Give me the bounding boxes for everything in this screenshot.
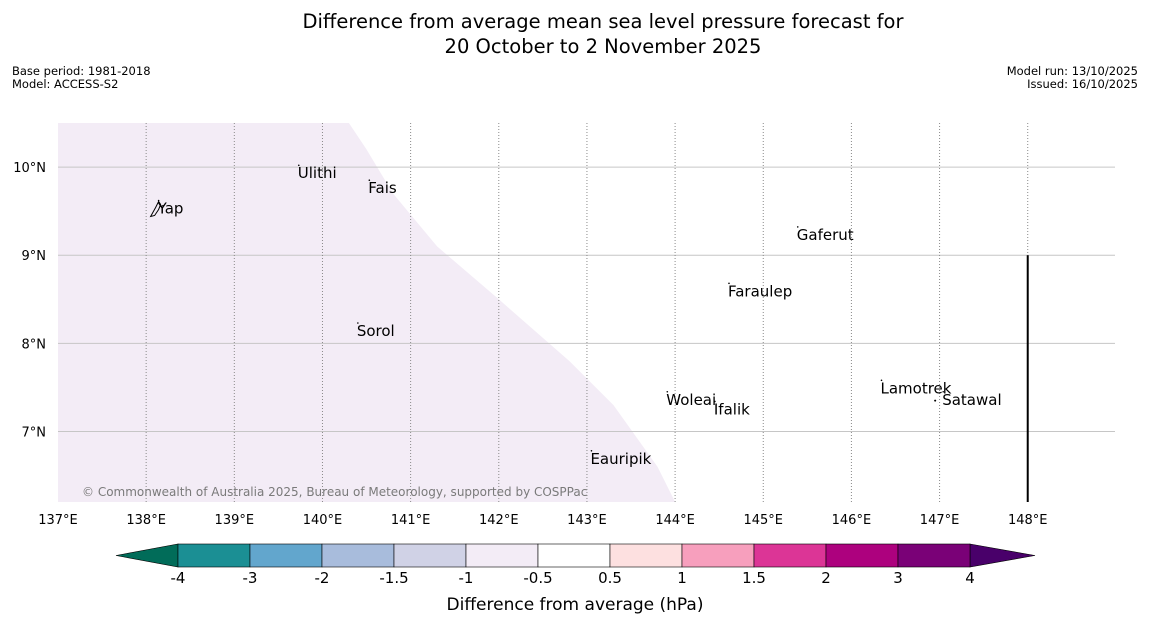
lon-tick-label: 143°E [567,513,607,528]
colorbar-tick-label: -1 [459,569,474,587]
colorbar-tick-label: -4 [171,569,186,587]
lon-tick-label: 147°E [920,513,960,528]
place-marker [368,179,371,182]
colorbar-extend-high [969,543,1036,568]
base-period: Base period: 1981-2018 [12,64,151,78]
place-marker [728,282,730,285]
colorbar-segment [465,543,539,568]
place-label: Yap [157,199,184,217]
lon-tick-label: 137°E [38,513,78,528]
place-marker [796,226,799,228]
colorbar-segment [681,543,755,568]
lat-tick-label: 7°N [22,425,47,440]
issued-date: Issued: 16/10/2025 [1027,77,1138,91]
place-marker [666,390,669,393]
colorbar-tick-label: -1.5 [379,569,408,587]
map-title: Difference from average mean sea level p… [0,9,1150,59]
colorbar-tick-label: -0.5 [523,569,552,587]
place-marker [357,322,359,324]
colorbar-tick-label: 1.5 [742,569,766,587]
place-marker [590,450,593,452]
model-run: Model run: 13/10/2025 [1006,64,1138,78]
shaded-region [58,123,676,502]
colorbar-segment [897,543,971,568]
place-marker [157,199,160,202]
lon-tick-label: 142°E [479,513,519,528]
colorbar-tick-label: -3 [243,569,258,587]
place-marker [942,390,945,393]
colorbar-extend-low [115,543,179,568]
lon-tick-label: 148°E [1008,513,1048,528]
colorbar-tick-label: 4 [965,569,975,587]
map-area: 10°N 9°N 8°N 7°N 137°E 138°E 139°E 140°E 141°E 14… [13,123,1115,528]
lon-tick-label: 145°E [743,513,783,528]
colorbar-tick-label: 3 [893,569,903,587]
colorbar-segment [609,543,683,568]
title-line-1: Difference from average mean sea level p… [302,10,904,33]
lon-tick-label: 139°E [215,513,255,528]
title-line-2: 20 October to 2 November 2025 [444,35,762,58]
lat-tick-label: 9°N [22,249,47,264]
place-label: Sorol [357,322,395,340]
place-marker [297,164,300,167]
place-label: Lamotrek [881,379,952,397]
place-label: Satawal [942,391,1001,409]
colorbar-segment [825,543,899,568]
colorbar-segment [177,543,251,568]
lon-tick-label: 141°E [391,513,431,528]
colorbar-segment [753,543,827,568]
copyright-notice: © Commonwealth of Australia 2025, Bureau… [82,485,587,499]
place-marker [714,400,716,403]
colorbar-tick-label: -2 [315,569,330,587]
meta-left: Base period: 1981-2018 Model: ACCESS-S2 [12,65,151,91]
place-label: Ifalik [714,400,750,418]
lon-tick-label: 138°E [126,513,166,528]
colorbar-tick-label: 2 [821,569,831,587]
place-label: Gaferut [797,226,854,244]
lon-tick-label: 146°E [832,513,872,528]
colorbar-segment [249,543,323,568]
place-label: Faraulep [728,282,792,300]
model-name: Model: ACCESS-S2 [12,77,119,91]
colorbar-tick-label: 1 [677,569,687,587]
lon-tick-label: 140°E [303,513,343,528]
place-label: Woleai [666,391,716,409]
colorbar: -4 -3 -2 -1.5 -1 -0.5 0.5 1 1.5 2 3 4 Difference fro… [115,543,1036,615]
place-label: Ulithi [298,164,337,182]
colorbar-tick-label: 0.5 [598,569,622,587]
meta-right: Model run: 13/10/2025 Issued: 16/10/2025 [1007,65,1138,91]
colorbar-title: Difference from average (hPa) [447,595,704,615]
colorbar-segment [393,543,467,568]
yap-island-outline [149,200,164,218]
colorbar-segment [321,543,395,568]
islet-marker [934,399,937,402]
lon-tick-label: 144°E [655,513,695,528]
colorbar-segment [537,543,611,568]
place-label: Eauripik [590,450,651,468]
lat-tick-label: 10°N [13,161,46,176]
lat-tick-label: 8°N [22,337,47,352]
place-label: Fais [368,179,397,197]
place-marker [880,379,883,382]
